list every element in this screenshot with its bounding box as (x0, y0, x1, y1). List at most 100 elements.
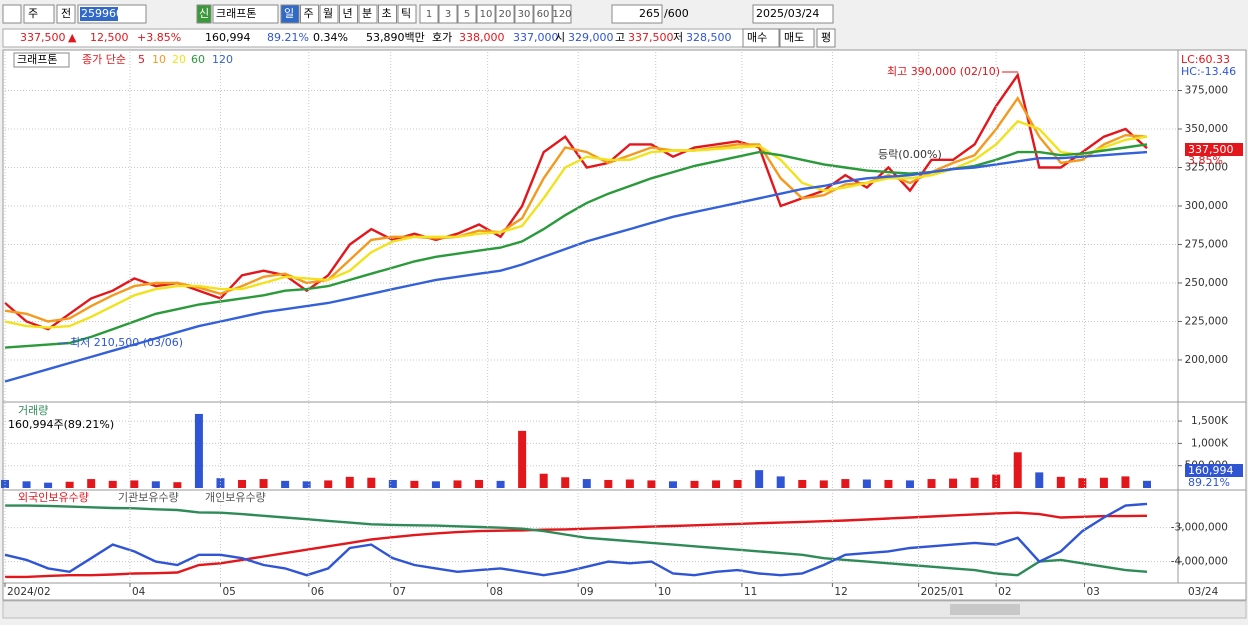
interval-button: 주 (304, 7, 314, 20)
minute-button: 3 (445, 9, 451, 20)
count: 265 (639, 7, 660, 20)
volume-bar (108, 480, 117, 488)
info-low-label: 저 (673, 31, 683, 44)
button[interactable] (280, 4, 300, 24)
volume-bar (625, 479, 634, 488)
volume-bar (1035, 472, 1044, 488)
y-tick-label: 1,000K (1191, 437, 1229, 449)
info-low: 328,500 (686, 31, 732, 44)
legend-entry: 기관보유수량 (118, 491, 179, 504)
button[interactable] (514, 4, 534, 24)
button[interactable] (552, 4, 572, 24)
last-volume-box (1185, 464, 1243, 477)
volume-bar (776, 476, 785, 488)
last-price: 337,500 (1188, 143, 1234, 156)
minute-button: 30 (518, 9, 531, 20)
y-tick-label: -3,000,000 (1171, 522, 1228, 534)
scroll-thumb[interactable] (950, 604, 1020, 615)
minute-button: 120 (552, 9, 571, 20)
volume-bar (949, 478, 958, 488)
minute-button: 5 (464, 9, 470, 20)
volume-bar (151, 481, 160, 488)
button[interactable] (397, 4, 417, 24)
button[interactable] (742, 28, 780, 48)
button[interactable] (196, 4, 212, 24)
hc-label: HC:-13.46 (1181, 65, 1236, 78)
plot-frame (2, 49, 1179, 584)
volume-bar (582, 479, 591, 488)
button[interactable] (319, 4, 339, 24)
interval-button: 월 (323, 7, 333, 20)
button[interactable] (212, 4, 279, 24)
button[interactable] (419, 4, 439, 24)
button[interactable] (2, 4, 22, 24)
button[interactable] (378, 4, 397, 24)
button[interactable] (476, 4, 496, 24)
button[interactable] (56, 4, 76, 24)
button[interactable] (752, 4, 834, 24)
y-tick-label: 350,000 (1185, 123, 1228, 135)
x-tick-label: 12 (834, 586, 847, 598)
y-tick-label: -4,000,000 (1171, 556, 1228, 568)
button[interactable] (23, 4, 55, 24)
x-tick-label: 2024/02 (7, 586, 51, 598)
button[interactable] (495, 4, 515, 24)
series-line (4, 150, 1148, 383)
volume-bar (431, 481, 440, 488)
volume-bar (1143, 480, 1151, 488)
y-tick-label: 325,000 (1185, 161, 1228, 173)
minute-button: 60 (537, 9, 550, 20)
volume-bar (1099, 477, 1108, 488)
button[interactable] (457, 4, 477, 24)
button[interactable] (300, 4, 319, 24)
volume-bar (1, 479, 9, 488)
volume-bar (970, 477, 979, 488)
volume-bar (755, 470, 764, 488)
volume-bar (927, 479, 936, 488)
info-turnover: 0.34% (313, 31, 348, 44)
volume-bar (475, 479, 484, 488)
volume-bar (65, 481, 74, 488)
button[interactable] (358, 4, 378, 24)
info-high-label: 고 (615, 31, 625, 44)
volume-value: 160,994주(89.21%) (8, 418, 114, 431)
info-volume: 160,994 (205, 31, 251, 44)
x-tick-label: 08 (490, 586, 503, 598)
volume-bar (1078, 478, 1087, 488)
x-tick-label: 05 (222, 586, 235, 598)
volume-bar (259, 479, 268, 488)
button[interactable] (438, 4, 458, 24)
volume-bar (238, 479, 247, 488)
last-volume: 160,994 (1188, 464, 1234, 477)
x-tick-label: 2025/01 (921, 586, 965, 598)
interval-button: 일 (284, 6, 294, 20)
x-tick-label: 04 (132, 586, 146, 598)
interval-button: 분 (362, 7, 372, 20)
last-rate: 3.85% (1188, 154, 1223, 167)
last-volume-rate: 89.21% (1188, 476, 1230, 489)
x-tick-label: 11 (744, 586, 757, 598)
y-tick-label: 1,500K (1191, 415, 1229, 427)
scrollbar[interactable] (2, 600, 1247, 619)
button[interactable] (339, 4, 358, 24)
volume-bar (733, 479, 742, 488)
volume-title: 거래량 (18, 404, 48, 417)
avg-button: 평 (821, 31, 831, 44)
volume-bar (561, 477, 570, 488)
button[interactable] (816, 28, 836, 48)
volume-bar (1056, 476, 1065, 488)
button[interactable] (533, 4, 553, 24)
button[interactable] (779, 28, 815, 48)
buy-button: 매수 (747, 31, 767, 44)
sell-button: 매도 (784, 31, 804, 44)
info-high: 337,500 (628, 31, 674, 44)
series-line (4, 72, 1148, 331)
high-annotation: 최고 390,000 (02/10) (887, 65, 1000, 78)
info-amount: 53,890백만 (366, 31, 425, 44)
button[interactable] (611, 4, 663, 24)
stock-name: 크래프톤 (216, 7, 256, 20)
compare: 전 (61, 7, 71, 20)
legend-title: 크래프톤 (17, 53, 57, 66)
volume-bar (841, 479, 850, 488)
volume-bar (712, 480, 721, 488)
